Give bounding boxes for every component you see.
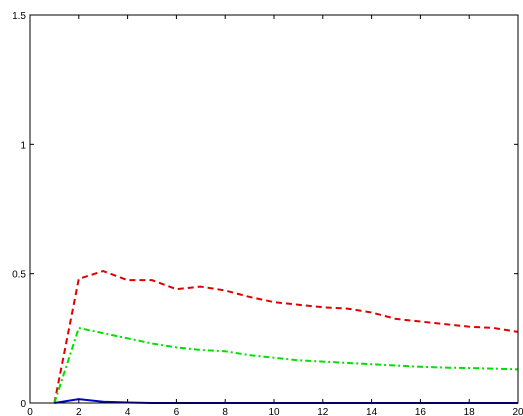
x-tick-label-6: 6 bbox=[174, 407, 180, 416]
y-tick-label-0.5: 0.5 bbox=[12, 270, 26, 281]
x-tick-label-2: 2 bbox=[76, 407, 82, 416]
y-tick-label-0: 0 bbox=[20, 399, 26, 410]
plot-frame bbox=[29, 14, 519, 404]
x-tick-label-0: 0 bbox=[27, 407, 33, 416]
y-tick-label-1: 1 bbox=[20, 140, 26, 151]
x-tick-label-4: 4 bbox=[125, 407, 131, 416]
x-tick-label-14: 14 bbox=[366, 407, 378, 416]
y-tick-label-1.5: 1.5 bbox=[12, 11, 26, 22]
x-tick-label-10: 10 bbox=[268, 407, 280, 416]
x-tick-label-16: 16 bbox=[415, 407, 427, 416]
x-tick-label-8: 8 bbox=[222, 407, 228, 416]
x-tick-label-18: 18 bbox=[464, 407, 476, 416]
series-line-1 bbox=[53, 270, 519, 404]
x-tick-label-12: 12 bbox=[317, 407, 329, 416]
ticks-layer: 0 2 4 6 8 10 12 14 16 18 20 0 0.5 1 1.5 bbox=[12, 11, 523, 416]
series-line-2 bbox=[53, 326, 519, 404]
x-tick-label-20: 20 bbox=[512, 407, 523, 416]
